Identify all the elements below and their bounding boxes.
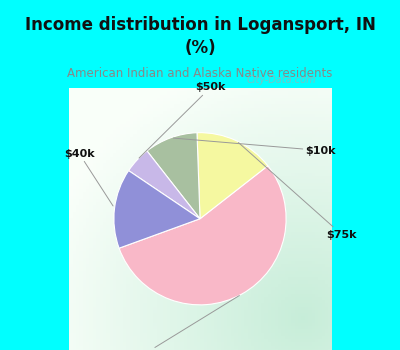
Text: $30k: $30k	[127, 295, 239, 350]
Text: City-Data.com: City-Data.com	[247, 75, 317, 85]
Wedge shape	[147, 133, 200, 219]
Text: Income distribution in Logansport, IN
(%): Income distribution in Logansport, IN (%…	[24, 16, 376, 57]
Text: $50k: $50k	[139, 83, 226, 158]
Wedge shape	[119, 166, 286, 305]
Text: $75k: $75k	[238, 142, 357, 239]
Text: $40k: $40k	[64, 149, 113, 206]
Wedge shape	[114, 170, 200, 248]
Text: $10k: $10k	[173, 138, 336, 155]
Wedge shape	[197, 133, 268, 219]
Wedge shape	[129, 151, 200, 219]
Text: American Indian and Alaska Native residents: American Indian and Alaska Native reside…	[67, 67, 333, 80]
